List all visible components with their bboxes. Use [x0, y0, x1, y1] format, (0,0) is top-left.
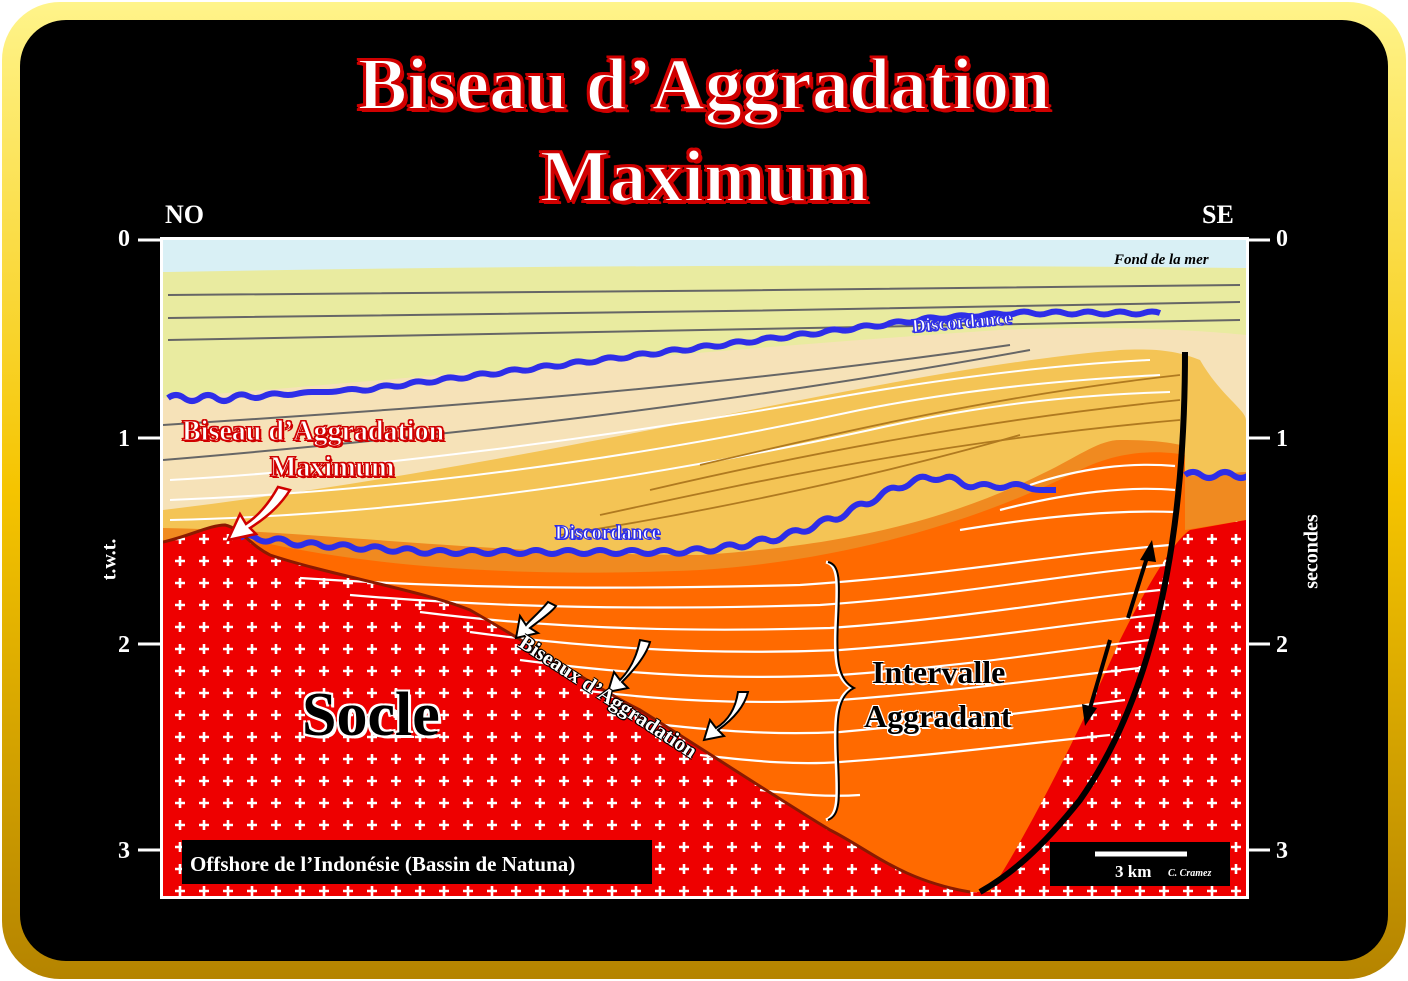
left-axis	[138, 238, 160, 852]
lower-unconformity	[238, 473, 1056, 557]
geologic-section	[163, 240, 1246, 896]
orientation-right: SE	[1202, 200, 1234, 229]
upper-unconformity	[166, 308, 1162, 404]
right-axis-label: secondes	[1300, 514, 1323, 589]
right-axis	[1249, 238, 1270, 852]
yellow-reflectors	[559, 374, 1181, 536]
orientation-left: NO	[165, 200, 204, 229]
interval-label-line1: Intervalle	[872, 654, 1006, 690]
onlap-arrow-1	[514, 600, 558, 640]
left-axis-label: t.w.t.	[98, 538, 121, 581]
title-line-2: Maximum	[539, 136, 870, 218]
basement-label: Socle	[302, 681, 440, 749]
title-line-1: Biseau d’Aggradation	[357, 44, 1052, 126]
fault-arrow-up-head	[1140, 540, 1156, 562]
location-box	[182, 840, 652, 884]
upper-reflectors	[163, 284, 1241, 461]
left-tick-3: 3	[118, 838, 130, 864]
onlap-arrow-2	[606, 638, 652, 694]
left-tick-0: 0	[118, 226, 130, 252]
max-onlap-arrow	[225, 485, 292, 542]
sea-floor-label: Fond de la mer	[1114, 252, 1209, 268]
left-tick-1: 1	[118, 426, 130, 452]
left-tick-2: 2	[118, 632, 130, 658]
onlap-arrow-3	[702, 691, 750, 742]
scale-box	[1050, 842, 1230, 886]
right-tick-1: 1	[1276, 426, 1288, 452]
interval-brace-shadow	[827, 561, 857, 821]
fault-arrow-down	[1086, 639, 1112, 716]
lower-unconformity-label: Discordance	[555, 522, 662, 545]
max-onlap-label-line2: Maximum	[269, 452, 395, 484]
fault-arrow-down-head	[1082, 704, 1097, 726]
cream-reflectors	[169, 359, 1171, 521]
onlap-arrows	[514, 600, 750, 742]
max-onlap-label-line1: Biseau d’Aggradation	[181, 416, 445, 448]
lower-unconformity-right	[1183, 469, 1246, 481]
author-label: C. Cramez	[1168, 868, 1212, 879]
scale-label: 3 km	[1115, 862, 1152, 881]
right-tick-0: 0	[1276, 226, 1288, 252]
location-label: Offshore de l’Indonésie (Bassin de Natun…	[190, 852, 576, 876]
normal-fault	[978, 351, 1188, 895]
right-tick-3: 3	[1276, 838, 1288, 864]
right-tick-2: 2	[1276, 632, 1288, 658]
interval-label-line2: Aggradant	[864, 698, 1012, 734]
aggradant-reflectors	[299, 463, 1176, 797]
